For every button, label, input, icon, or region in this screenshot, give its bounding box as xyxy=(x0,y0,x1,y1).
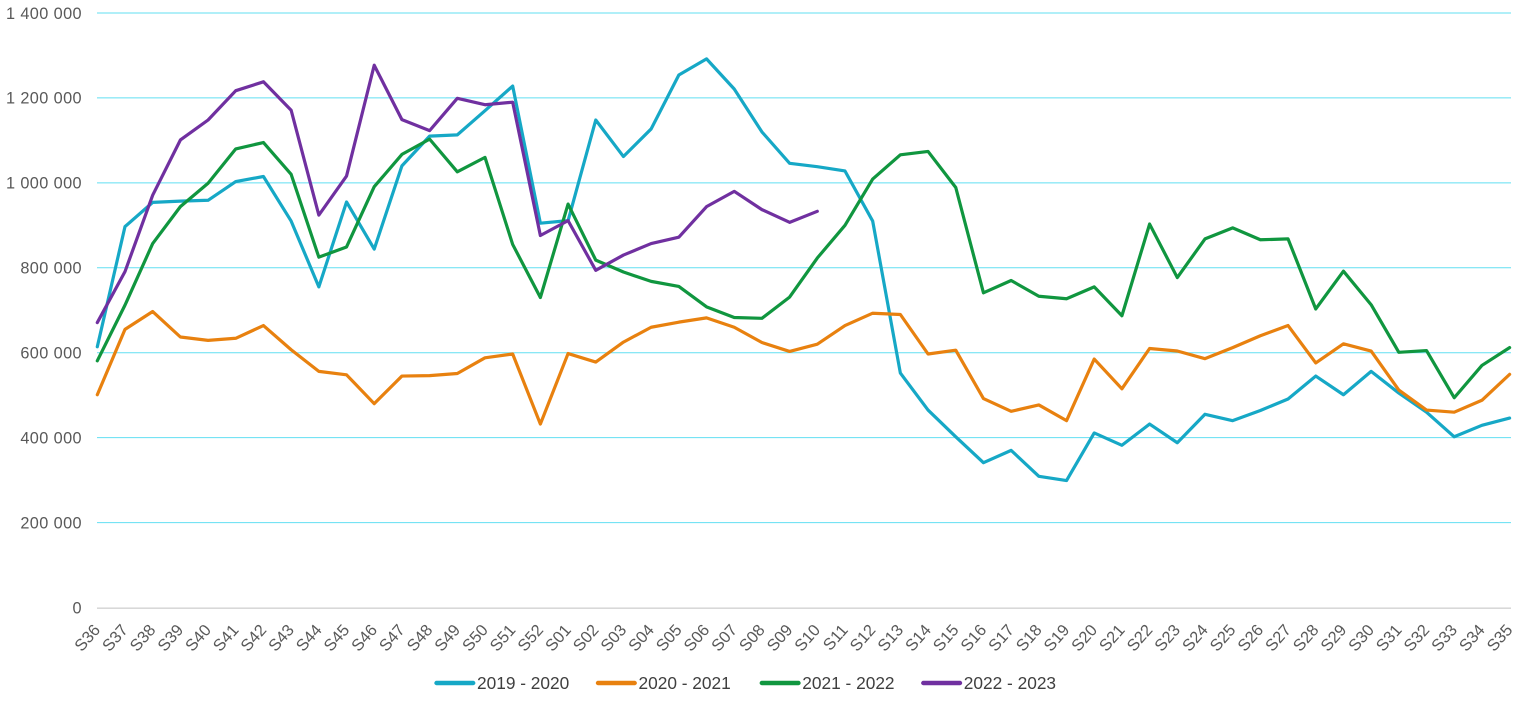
svg-text:200 000: 200 000 xyxy=(20,514,82,532)
svg-text:1 400 000: 1 400 000 xyxy=(6,5,82,23)
svg-text:2020 - 2021: 2020 - 2021 xyxy=(639,673,731,693)
svg-text:1 200 000: 1 200 000 xyxy=(6,90,82,108)
svg-text:800 000: 800 000 xyxy=(20,260,82,278)
svg-text:2021 - 2022: 2021 - 2022 xyxy=(802,673,894,693)
svg-text:0: 0 xyxy=(73,599,82,617)
svg-text:1 000 000: 1 000 000 xyxy=(6,175,82,193)
svg-text:400 000: 400 000 xyxy=(20,429,82,447)
svg-text:2019 - 2020: 2019 - 2020 xyxy=(477,673,569,693)
svg-text:600 000: 600 000 xyxy=(20,345,82,363)
svg-text:2022 - 2023: 2022 - 2023 xyxy=(964,673,1056,693)
